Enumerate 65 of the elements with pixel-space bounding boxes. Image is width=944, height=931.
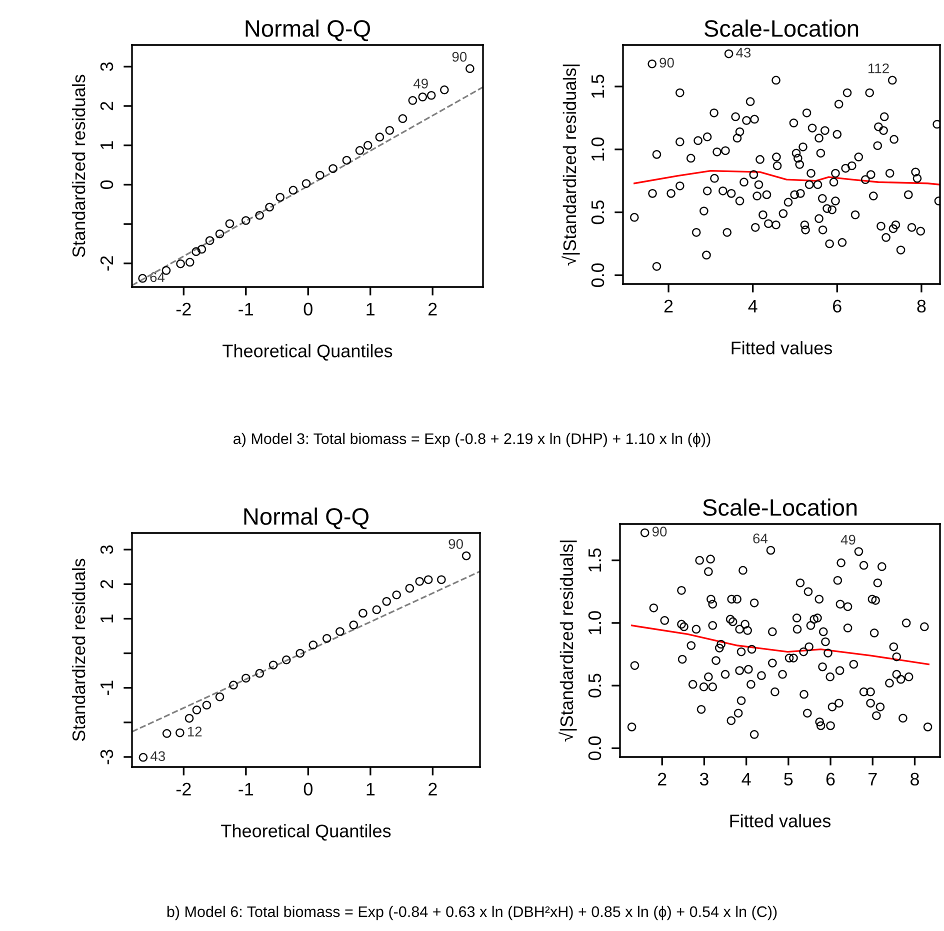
x-tick-label: 0 — [304, 782, 312, 796]
x-tick-label: 1 — [366, 302, 374, 316]
text: b) Model 6: Total biomass = Exp (-0.84 + 0.63 x ln (DBH²xH) + 0.85 x ln (ϕ) + 0.54 x ln (C)) — [167, 906, 777, 920]
y-axis-title: √|Standardized residuals| — [558, 540, 577, 742]
y-tick-label: 0 — [100, 180, 114, 190]
x-tick-label: -1 — [238, 782, 254, 796]
x-tick-label: 4 — [742, 772, 751, 786]
y-tick-label: 1 — [100, 614, 113, 622]
x-tick-label: 6 — [826, 772, 835, 786]
annotation: 64 — [150, 272, 165, 282]
text: a) Model 3: Total biomass = Exp (-0.8 + 2.19 x ln (DHP) + 1.10 x ln (ϕ)) — [234, 432, 710, 448]
chart-title: Scale-Location — [702, 498, 857, 516]
x-tick-label: 2 — [428, 302, 437, 316]
y-axis-title: Standardized residuals — [72, 74, 86, 258]
y-tick-label: 2 — [100, 102, 113, 110]
annotation: 43 — [150, 751, 165, 762]
x-axis-title: Fitted values — [732, 341, 832, 354]
x-axis-title: Fitted values — [730, 814, 831, 828]
annotation: 90 — [660, 58, 674, 68]
y-tick-label: 3 — [100, 545, 114, 554]
y-tick-label: -1 — [100, 680, 113, 696]
x-tick-label: 2 — [428, 782, 437, 796]
y-tick-label: 3 — [100, 62, 114, 71]
x-tick-label: -2 — [176, 782, 191, 796]
annotation: 112 — [868, 63, 889, 74]
y-tick-label: 2 — [100, 580, 113, 588]
x-tick-label: 0 — [304, 302, 312, 316]
y-axis-title: √|Standardized residuals| — [562, 64, 580, 266]
x-tick-label: 5 — [784, 772, 793, 786]
y-tick-label: 0.5 — [591, 200, 604, 224]
x-tick-label: -1 — [238, 302, 254, 316]
y-tick-label: 0.0 — [588, 736, 602, 760]
y-tick-label: -2 — [100, 256, 113, 271]
y-tick-label: 0.5 — [588, 674, 602, 698]
x-tick-label: 6 — [833, 300, 842, 313]
annotation: 49 — [840, 534, 856, 545]
y-tick-label: 1.5 — [592, 74, 604, 98]
x-tick-label: 2 — [658, 772, 666, 786]
annotation: 64 — [753, 534, 768, 544]
annotation: 43 — [736, 48, 751, 58]
annotation: 90 — [652, 526, 667, 536]
y-tick-label: 0.0 — [591, 263, 604, 288]
chart-title: Scale-Location — [704, 20, 858, 37]
y-axis-title: Standardized residuals — [72, 558, 86, 742]
annotation: 12 — [188, 726, 202, 736]
annotation: 90 — [452, 52, 467, 62]
x-tick-label: 3 — [700, 772, 708, 786]
x-tick-label: 2 — [664, 300, 673, 312]
chart-title: Normal Q-Q — [246, 20, 370, 42]
x-axis-title: Theoretical Quantiles — [221, 824, 391, 841]
annotation: 49 — [413, 78, 428, 88]
annotation: 90 — [448, 539, 463, 549]
x-tick-label: 7 — [868, 772, 877, 786]
x-tick-label: 8 — [917, 300, 926, 313]
y-tick-label: 1 — [100, 141, 113, 149]
x-axis-title: Theoretical Quantiles — [222, 344, 392, 361]
y-tick-label: 1.0 — [591, 138, 604, 161]
x-tick-label: 8 — [910, 772, 919, 786]
chart-title: Normal Q-Q — [244, 508, 368, 530]
y-tick-label: 1.0 — [588, 611, 602, 634]
y-tick-label: 1.5 — [588, 548, 602, 572]
x-tick-label: -2 — [176, 302, 191, 316]
x-tick-label: 4 — [748, 300, 758, 312]
y-tick-label: -3 — [100, 750, 114, 764]
x-tick-label: 1 — [366, 782, 375, 796]
